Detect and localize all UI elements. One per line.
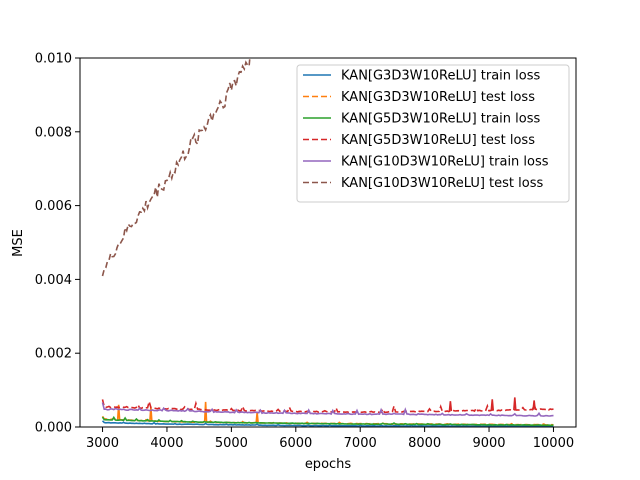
legend-entry-label: KAN[G3D3W10ReLU] test loss [341,90,535,105]
x-tick-label: 9000 [472,436,505,451]
legend-entry-label: KAN[G3D3W10ReLU] train loss [341,69,540,84]
series-spike [116,404,121,420]
series-line-4 [101,398,554,414]
legend-entry-label: KAN[G10D3W10ReLU] test loss [341,176,543,191]
x-axis-label: epochs [305,457,352,472]
series-layer [101,58,554,427]
y-tick-label: 0.006 [35,199,72,214]
y-tick-label: 0.010 [35,52,72,67]
x-tick-label: 7000 [344,436,377,451]
series-spike [203,401,208,423]
legend-entry-label: KAN[G5D3W10ReLU] train loss [341,112,540,127]
y-tick-label: 0.008 [35,125,72,140]
series-spike [149,406,153,421]
y-tick-label: 0.002 [35,347,72,362]
series-line-6 [101,58,251,277]
x-axis: 3000 4000 5000 6000 7000 8000 9000 10000 [86,427,574,451]
x-tick-label: 4000 [150,436,183,451]
series-line-3 [101,415,554,427]
y-tick-label: 0.004 [35,273,72,288]
x-tick-label: 6000 [279,436,312,451]
legend: KAN[G3D3W10ReLU] train loss KAN[G3D3W10Re… [296,64,570,203]
series-spike [513,397,517,411]
x-tick-label: 3000 [86,436,119,451]
series-spike [532,400,536,410]
series-line-5 [101,402,554,417]
x-tick-label: 8000 [408,436,441,451]
series-line-1 [101,420,554,427]
series-spike [255,412,259,423]
legend-entry-label: KAN[G10D3W10ReLU] train loss [341,155,549,170]
y-tick-label: 0.000 [35,421,72,436]
x-tick-label: 10000 [533,436,574,451]
series-spike [490,399,495,411]
y-axis: 0.000 0.002 0.004 0.006 0.008 0.010 [35,52,80,436]
x-tick-label: 5000 [215,436,248,451]
legend-box [296,64,570,203]
y-axis-label: MSE [11,229,26,257]
legend-entry-label: KAN[G5D3W10ReLU] test loss [341,133,535,148]
series-spike [448,401,453,412]
plot-frame [79,57,577,428]
